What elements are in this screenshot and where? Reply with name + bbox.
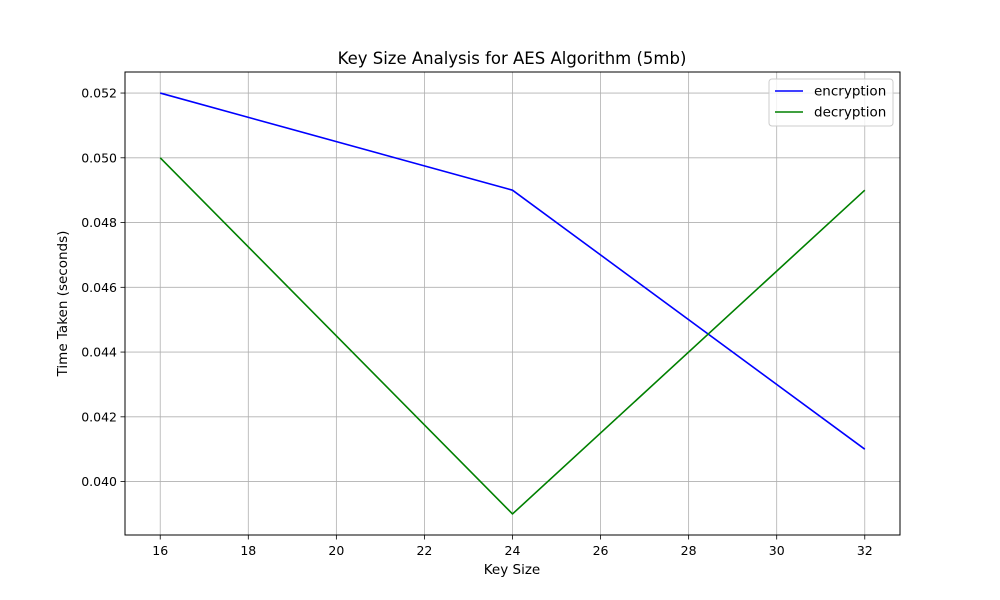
y-tick-label: 0.052 bbox=[81, 86, 117, 101]
x-tick-label: 18 bbox=[240, 543, 256, 558]
legend: encryption decryption bbox=[768, 78, 894, 127]
x-tick-label: 22 bbox=[416, 543, 432, 558]
x-axis-label: Key Size bbox=[484, 562, 540, 578]
x-axis-ticks: 16 18 20 22 24 26 28 30 32 bbox=[152, 535, 873, 558]
y-tick-label: 0.046 bbox=[81, 280, 117, 295]
grid bbox=[125, 72, 900, 535]
series-line-encryption bbox=[160, 92, 866, 450]
x-tick-label: 20 bbox=[328, 543, 344, 558]
y-tick-label: 0.050 bbox=[81, 150, 117, 165]
legend-label-decryption: decryption bbox=[814, 105, 886, 121]
x-tick-label: 30 bbox=[769, 543, 785, 558]
x-tick-label: 32 bbox=[857, 543, 873, 558]
x-tick-label: 28 bbox=[681, 543, 697, 558]
y-tick-label: 0.048 bbox=[81, 215, 117, 230]
x-tick-label: 24 bbox=[505, 543, 521, 558]
y-axis-ticks: 0.040 0.042 0.044 0.046 0.048 0.050 0.052 bbox=[81, 86, 125, 489]
series-line-decryption bbox=[159, 157, 866, 515]
chart-title: Key Size Analysis for AES Algorithm (5mb… bbox=[338, 49, 687, 68]
series-lines bbox=[159, 92, 866, 515]
y-tick-label: 0.042 bbox=[81, 409, 117, 424]
y-tick-label: 0.044 bbox=[81, 345, 117, 360]
x-tick-label: 26 bbox=[593, 543, 609, 558]
y-axis-label: Time Taken (seconds) bbox=[55, 231, 71, 378]
x-tick-label: 16 bbox=[152, 543, 168, 558]
y-tick-label: 0.040 bbox=[81, 474, 117, 489]
legend-label-encryption: encryption bbox=[814, 84, 886, 100]
